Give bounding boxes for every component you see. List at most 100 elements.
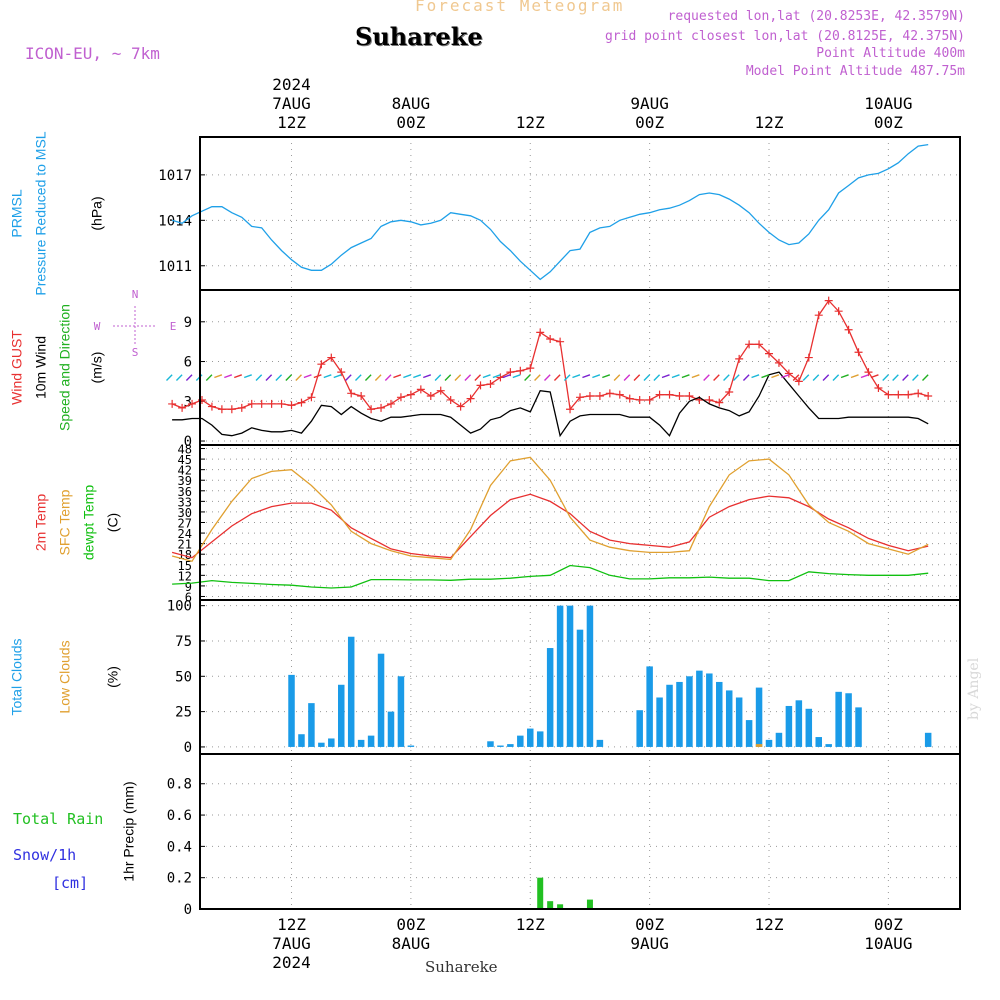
axis-label: Low Clouds (57, 640, 73, 713)
gust-point (635, 395, 644, 404)
gust-point (227, 405, 236, 414)
wind-direction-arrow (265, 374, 273, 381)
bar-total (308, 703, 315, 747)
wind-direction-arrow (444, 374, 452, 381)
bar-total (924, 732, 932, 747)
y-tick-label: 9 (185, 580, 192, 594)
gust-point (277, 399, 286, 408)
wind-direction-arrow (234, 374, 243, 379)
bar-total (377, 653, 385, 747)
bar-total (487, 741, 494, 747)
wind-direction-arrow (892, 374, 899, 381)
y-tick-label: 0.4 (167, 839, 192, 855)
gust-point (377, 403, 386, 412)
gust-point (466, 394, 475, 403)
wind-direction-arrow (434, 374, 442, 381)
bar-total (795, 700, 803, 747)
y-tick-label: 0 (184, 740, 192, 756)
wind-direction-arrow (553, 374, 561, 381)
wind-direction-arrow (771, 374, 780, 379)
bar-total (686, 676, 693, 747)
bar-total (576, 629, 584, 747)
bar-total (407, 745, 415, 747)
gust-point (396, 393, 405, 402)
bar-total (775, 732, 783, 747)
wind-direction-arrow (812, 374, 820, 381)
gust-point (556, 337, 565, 346)
y-tick-label: 0.6 (167, 808, 192, 824)
gust-point (267, 399, 276, 408)
top-time-label: 10AUG (864, 94, 912, 113)
wind-direction-arrow (524, 374, 531, 381)
bar-total (716, 681, 723, 747)
series-line-2m (171, 493, 929, 559)
y-tick-label: 15 (178, 559, 192, 573)
y-tick-label: 50 (175, 669, 192, 685)
app-title: Forecast Meteogram (415, 0, 625, 15)
wind-direction-arrow (393, 374, 402, 379)
wind-direction-arrow (592, 374, 601, 379)
wind-direction-arrow (563, 374, 571, 381)
wind-direction-arrow (333, 374, 342, 379)
y-tick-label: 0.2 (167, 871, 192, 887)
wind-direction-arrow (205, 374, 213, 381)
wind-direction-arrow (633, 374, 641, 381)
wind-direction-arrow (214, 374, 223, 379)
bar-total (507, 744, 514, 747)
top-time-label: 8AUG (392, 94, 431, 113)
y-tick-label: 12 (178, 569, 192, 583)
bottom-time-label: 2024 (272, 953, 311, 972)
top-time-label: 12Z (516, 113, 545, 132)
y-tick-label: 48 (178, 443, 192, 457)
axis-label: 2m Temp (33, 494, 49, 552)
bar-rain (547, 901, 554, 909)
bar-total (517, 735, 524, 747)
bar-total (586, 605, 594, 747)
y-tick-label: 3 (184, 394, 192, 410)
gust-point (745, 340, 754, 349)
gust-point (884, 390, 893, 399)
panel-frame (199, 289, 961, 446)
wind-direction-arrow (713, 374, 720, 381)
bar-total (696, 670, 703, 747)
wind-direction-arrow (671, 374, 680, 379)
gust-point (526, 364, 535, 373)
wind-direction-arrow (703, 374, 710, 381)
gust-point (416, 385, 425, 394)
point-altitude: Point Altitude 400m (816, 46, 965, 61)
gust-point (585, 391, 594, 400)
bar-total (646, 666, 653, 747)
wind-direction-arrow (464, 374, 472, 381)
bar-total (527, 728, 534, 747)
wind-direction-arrow (623, 374, 631, 381)
axis-label: (C) (105, 513, 121, 532)
gust-point (546, 335, 555, 344)
wind-direction-arrow (313, 374, 322, 379)
axis-label: (m/s) (89, 352, 105, 384)
wind-direction-arrow (613, 374, 621, 381)
wind-direction-arrow (303, 374, 312, 379)
bar-total (785, 705, 793, 747)
requested-coordinates: requested lon,lat (20.8253E, 42.3579N) (667, 9, 965, 24)
y-tick-label: 24 (178, 527, 192, 541)
bar-low (755, 744, 763, 747)
wind-direction-arrow (572, 374, 581, 379)
wind-direction-arrow (474, 374, 482, 381)
gust-point (456, 402, 465, 411)
gust-point (794, 377, 803, 386)
gust-point (705, 395, 714, 404)
wind-direction-arrow (870, 374, 879, 379)
credit-watermark: by Angel (966, 657, 982, 720)
wind-direction-arrow (912, 374, 919, 381)
gust-point (207, 402, 216, 411)
bar-total (357, 739, 365, 747)
gust-point (536, 328, 545, 337)
gust-point (715, 398, 724, 407)
wind-direction-arrow (512, 374, 521, 379)
gust-point (655, 390, 664, 399)
bar-total (397, 676, 405, 747)
gust-point (824, 296, 833, 305)
axis-label: dewpt Temp (81, 485, 97, 560)
wind-direction-arrow (691, 374, 700, 379)
wind-direction-arrow (653, 374, 661, 381)
